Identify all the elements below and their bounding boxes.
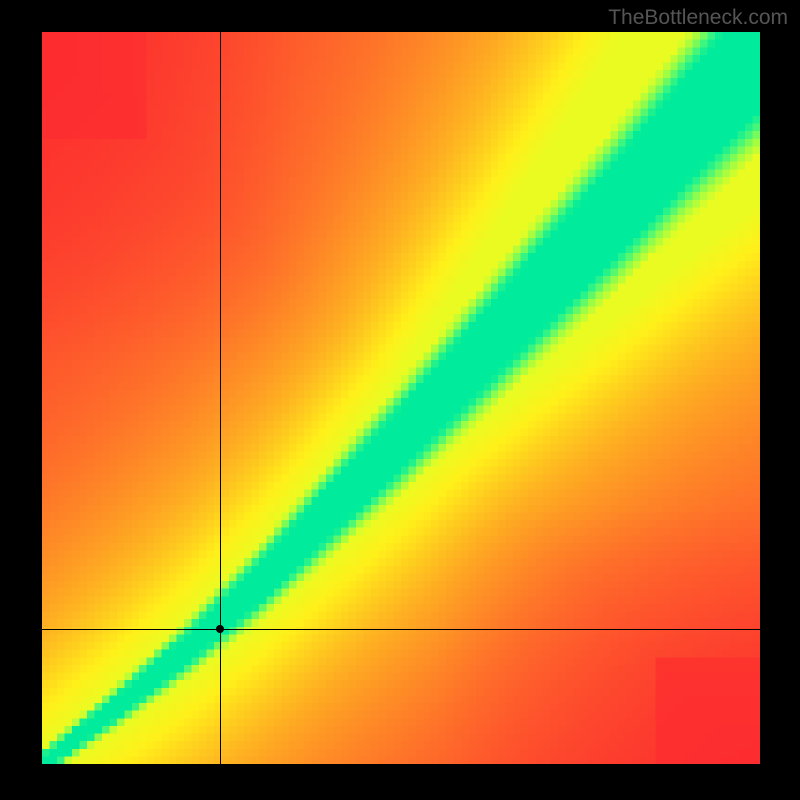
watermark-text: TheBottleneck.com bbox=[608, 6, 788, 30]
heatmap-canvas bbox=[42, 32, 760, 764]
crosshair-horizontal bbox=[42, 629, 760, 630]
heatmap-plot-area bbox=[42, 32, 760, 764]
bottleneck-marker-point bbox=[216, 625, 224, 633]
crosshair-vertical bbox=[220, 32, 221, 764]
